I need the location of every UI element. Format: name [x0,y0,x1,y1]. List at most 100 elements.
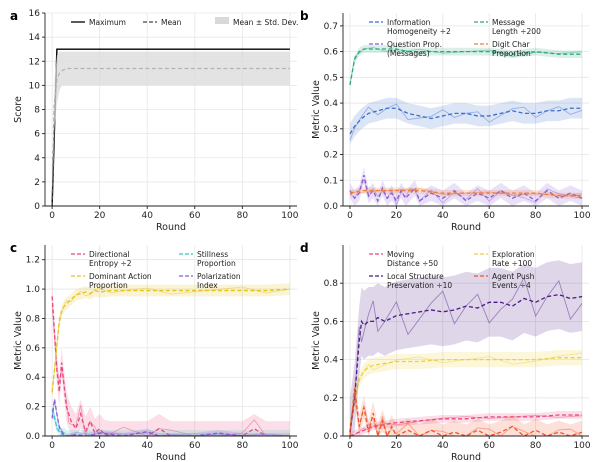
legend-label: Maximum [89,18,126,27]
legend-item: Stillness Proportion [179,250,236,268]
legend-item: Digit Char Proportion [474,40,531,58]
legend-item: Message Length ÷200 [474,18,541,36]
panel-a: a 0 20 40 60 80 100 0 2 4 6 8 10 12 14 16 Round Score Maxi… [10,9,299,233]
y-tick-label: 0.7 [324,22,338,32]
panel-letter: d [300,241,309,255]
legend-label: Stillness Proportion [197,250,236,268]
legend-label: Local Structure Preservation ÷10 [387,272,452,290]
y-tick-label: 0.0 [324,432,339,442]
panel-letter: a [10,9,18,23]
legend: Moving Distance ÷50 Exploration Rate ÷100 Lo… [369,250,535,290]
x-tick-label: 100 [281,441,298,451]
series-information-homogeneity-2-band [349,97,583,145]
series-message-length-200-band [349,45,583,89]
legend-label: Information Homogeneity ÷2 [387,18,451,36]
legend-item: Agent Push Events ÷4 [474,272,535,290]
legend-item: Polarization Index [179,272,241,290]
legend: Directional Entropy ÷2 Stillness Proportion… [71,250,241,290]
y-tick-label: 0 [34,202,40,212]
legend-item: Moving Distance ÷50 [369,250,438,268]
panel-c: c 0 20 40 60 80 100 0.0 0.2 0.4 0.6 0.8 1.0 1.2 Round M… [10,241,299,462]
y-tick-label: 0.2 [324,151,338,161]
y-tick-label: 0.1 [324,176,338,186]
y-axis-label: Score [13,96,24,123]
y-tick-label: 0.2 [324,394,338,404]
plot-area [349,45,583,206]
y-axis-label: Metric Value [13,311,24,370]
y-tick-label: 12 [29,57,40,67]
x-axis-label: Round [451,222,481,233]
series-agent-push-events-4-band [349,376,583,436]
legend-label: Directional Entropy ÷2 [89,250,132,268]
legend: Maximum Mean Mean ± Std. Dev. [71,17,298,27]
series-agent-push-events-4-trace [349,395,583,436]
series-mean-line [51,67,290,206]
y-tick-label: 0.0 [26,432,41,442]
legend-item: Mean [143,18,182,27]
plot-area [349,260,583,436]
y-tick-label: 8 [34,106,40,116]
panel-letter: c [10,241,17,255]
x-tick-label: 40 [141,441,153,451]
panel-b: b 0 20 40 60 80 100 0.0 0.1 0.2 0.3 0.4 0.5 0.6 0.7 Rou… [300,9,591,233]
plot-area [51,281,290,436]
series-digit-char-proportion-line [349,189,583,197]
x-tick-label: 60 [483,441,495,451]
series-message-length-200-trace [349,47,583,85]
x-tick-label: 80 [530,441,542,451]
series-polarization-index-band [52,396,290,436]
x-tick-label: 0 [347,211,353,221]
y-tick-label: 10 [29,81,41,91]
x-tick-label: 60 [483,211,495,221]
series-exploration-rate-100-trace [349,352,583,425]
series-directional-entropy-2-band [52,281,290,436]
series-local-structure-preservation-10-trace [349,276,583,436]
legend-item: Mean ± Std. Dev. [215,17,298,27]
plot-area [51,48,290,206]
legend-label: Dominant Action Proportion [89,272,152,290]
legend-item: Exploration Rate ÷100 [474,250,535,268]
legend-label: Polarization Index [197,272,241,290]
series-mean--std-dev-band [52,51,290,206]
legend-item: Question Prop. (Messages) [369,40,442,58]
x-tick-label: 40 [141,211,153,221]
legend-label: Exploration Rate ÷100 [492,250,535,268]
y-tick-label: 0.0 [324,202,339,212]
y-tick-label: 0.2 [26,403,40,413]
panel-letter: b [300,9,309,23]
x-axis-label: Round [451,452,481,462]
y-tick-label: 0.6 [324,317,339,327]
series-polarization-index-line [51,399,290,436]
x-tick-label: 40 [437,441,449,451]
y-tick-label: 0.5 [324,73,338,83]
series-local-structure-preservation-10-band [349,260,583,436]
x-tick-label: 80 [530,211,542,221]
x-axis-label: Round [156,222,186,233]
x-tick-label: 60 [189,211,201,221]
legend-label: Digit Char Proportion [492,40,531,58]
legend-item: Local Structure Preservation ÷10 [369,272,452,290]
x-tick-label: 40 [437,211,449,221]
y-tick-label: 0.8 [324,279,339,289]
y-tick-label: 0.4 [324,99,339,109]
x-tick-label: 20 [391,441,403,451]
x-tick-label: 100 [573,441,590,451]
x-tick-label: 100 [281,211,298,221]
series-exploration-rate-100-band [349,350,583,435]
y-tick-label: 1.2 [26,256,40,266]
legend-label: Moving Distance ÷50 [387,250,438,268]
x-tick-label: 0 [49,211,55,221]
series-dominant-action-proportion-band [52,283,290,398]
y-tick-label: 0.6 [324,48,339,58]
series-stillness-proportion-band [52,403,290,436]
legend-label: Mean ± Std. Dev. [233,18,298,27]
series-dominant-action-proportion-line [51,288,290,392]
x-tick-label: 0 [49,441,55,451]
series-dominant-action-proportion-trace [51,286,290,395]
legend-label: Agent Push Events ÷4 [492,272,535,290]
x-tick-label: 80 [237,441,249,451]
y-axis-label: Metric Value [311,311,322,370]
x-tick-label: 100 [573,211,590,221]
panel-d: d 0 20 40 60 80 100 0.0 0.2 0.4 0.6 0.8 Round Metric … [300,241,591,462]
